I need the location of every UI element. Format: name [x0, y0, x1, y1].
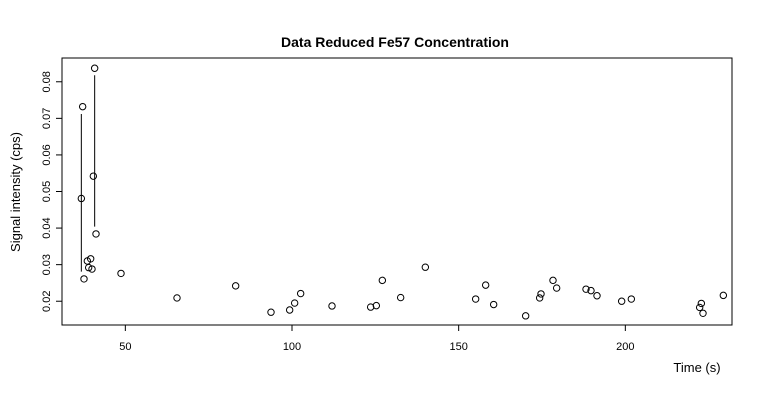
data-point	[296, 289, 305, 298]
data-point	[285, 306, 294, 314]
plot-frame	[61, 57, 733, 326]
y-tick-label: 0.04	[41, 217, 53, 238]
data-point	[88, 265, 96, 273]
y-tick-label: 0.05	[41, 181, 53, 202]
y-tick-label: 0.06	[41, 144, 53, 165]
data-point	[719, 291, 728, 300]
y-axis-label: Signal intensity (cps)	[8, 132, 23, 252]
data-point	[617, 297, 626, 305]
data-point	[471, 295, 480, 303]
data-point	[396, 293, 405, 302]
chart-title: Data Reduced Fe57 Concentration	[281, 34, 509, 50]
data-point	[549, 276, 557, 285]
x-axis: 50 100 150 200	[119, 324, 635, 353]
data-point	[552, 284, 561, 292]
data-point	[535, 294, 544, 302]
data-point	[231, 282, 240, 290]
data-point	[117, 269, 125, 278]
vertical-segments	[80, 75, 96, 272]
data-point	[627, 295, 636, 303]
data-point	[378, 276, 387, 285]
data-point	[89, 172, 98, 180]
data-point	[537, 290, 545, 298]
data-point	[267, 308, 275, 316]
data-point	[78, 102, 87, 111]
data-point	[421, 263, 430, 271]
data-point	[92, 230, 100, 238]
data-point	[290, 299, 299, 307]
data-point	[90, 64, 99, 72]
y-tick-label: 0.02	[41, 291, 53, 312]
y-axis: 0.02 0.03 0.04 0.05 0.06 0.07 0.08	[41, 71, 63, 312]
data-points	[77, 64, 728, 320]
x-tick-label: 150	[449, 341, 467, 353]
data-point	[80, 275, 88, 283]
data-point	[84, 263, 93, 272]
y-tick-label: 0.07	[41, 108, 53, 129]
data-point	[328, 302, 336, 310]
data-point	[582, 285, 590, 293]
data-point	[372, 301, 381, 310]
data-point	[695, 303, 704, 312]
x-tick-label: 100	[283, 341, 301, 353]
x-axis-label: Time (s)	[673, 360, 720, 375]
data-point	[489, 300, 498, 309]
data-point	[699, 309, 707, 317]
data-point	[77, 194, 86, 203]
data-point	[86, 255, 95, 263]
x-tick-label: 200	[616, 341, 634, 353]
data-point	[521, 312, 530, 320]
data-point	[593, 292, 601, 300]
y-tick-label: 0.08	[41, 71, 53, 92]
data-point	[481, 281, 490, 289]
data-point	[173, 294, 181, 302]
data-point	[587, 286, 595, 295]
x-tick-label: 50	[119, 341, 131, 353]
y-tick-label: 0.03	[41, 254, 53, 275]
data-point	[697, 299, 706, 308]
